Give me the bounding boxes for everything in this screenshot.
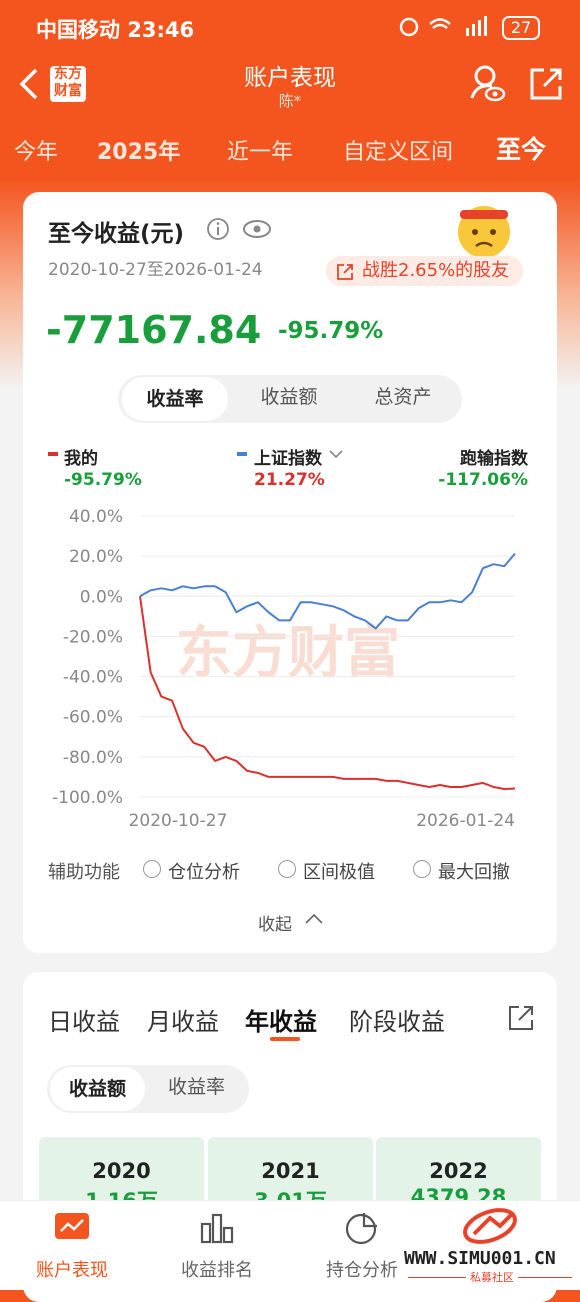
y-tick-label: -60.0%	[63, 708, 123, 728]
aux-option[interactable]: 仓位分析	[168, 862, 240, 883]
back-button[interactable]	[18, 68, 42, 100]
legend-value: 21.27%	[254, 470, 325, 490]
aux-label: 辅助功能	[48, 862, 120, 883]
yearly-tab[interactable]: 年收益	[245, 1008, 317, 1036]
legend-name[interactable]: 上证指数	[254, 449, 322, 469]
nav-item[interactable]: 收益排名	[181, 1260, 253, 1281]
logo-text: 财富	[54, 83, 82, 99]
toggle-option[interactable]: 收益额	[50, 1067, 145, 1111]
radio[interactable]	[278, 860, 296, 878]
card-title: 至今收益(元)	[48, 221, 185, 247]
year: 2022	[429, 1159, 488, 1183]
badge-icon	[337, 264, 353, 280]
metric-tab[interactable]: 总资产	[374, 386, 432, 408]
metric-tab[interactable]: 收益额	[260, 386, 318, 408]
period-tab[interactable]: 自定义区间	[343, 140, 454, 165]
dropdown-icon[interactable]	[328, 448, 344, 460]
watermark-site: WWW.SIMU001.CN	[404, 1248, 556, 1269]
nav-icon[interactable]	[54, 1212, 90, 1244]
yearly-tab[interactable]: 日收益	[48, 1008, 120, 1036]
y-tick-label: 20.0%	[69, 547, 123, 567]
period-tab[interactable]: 至今	[496, 135, 547, 164]
value-toggle: 收益额 收益率	[47, 1065, 249, 1113]
yearly-tab[interactable]: 阶段收益	[349, 1008, 445, 1036]
summary-card	[23, 192, 557, 953]
legend-name: 我的	[64, 449, 98, 469]
metric-switch: 收益率 收益额 总资产	[118, 375, 462, 423]
period-tab[interactable]: 今年	[14, 140, 59, 165]
period-tab[interactable]: 近一年	[227, 140, 294, 165]
year: 2021	[261, 1159, 320, 1183]
collapse-button[interactable]: 收起	[258, 915, 292, 935]
nav-icon[interactable]	[199, 1212, 235, 1244]
y-tick-label: -40.0%	[63, 668, 123, 688]
toggle-option[interactable]: 收益率	[167, 1076, 225, 1098]
yearly-tab[interactable]: 月收益	[147, 1008, 219, 1036]
page-subtitle: 陈*	[278, 92, 302, 110]
share-icon[interactable]	[528, 66, 564, 102]
radio[interactable]	[413, 860, 431, 878]
period-tab[interactable]: 2025年	[97, 140, 181, 165]
x-tick-label: 2020-10-27	[129, 811, 228, 831]
legend-swatch	[48, 452, 58, 456]
page-title: 账户表现	[244, 65, 336, 91]
collapse-icon[interactable]	[304, 912, 324, 926]
y-tick-label: -80.0%	[63, 748, 123, 768]
logo-text: 东方	[54, 66, 82, 82]
y-tick-label: 0.0%	[80, 587, 123, 607]
date-range: 2020-10-27至2026-01-24	[48, 260, 263, 280]
radio[interactable]	[143, 860, 161, 878]
y-tick-label: 40.0%	[69, 507, 123, 527]
legend-value: -95.79%	[64, 470, 142, 490]
export-icon[interactable]	[507, 1004, 535, 1032]
line-chart: 东方财富 -100.0% -80.0% -60.0% -40.0% -20.0% 0.0%…	[52, 507, 516, 831]
series-line	[139, 596, 516, 790]
status-icons	[399, 16, 487, 37]
x-tick-label: 2026-01-24	[416, 811, 515, 831]
aux-option[interactable]: 区间极值	[303, 862, 375, 883]
year: 2020	[92, 1159, 151, 1183]
badge[interactable]: 战胜2.65%的股友	[326, 256, 524, 286]
info-eye-icons[interactable]	[206, 216, 276, 242]
user-eye-icon[interactable]	[470, 64, 506, 104]
series-line	[139, 552, 516, 630]
comparison-name: 跑输指数	[460, 449, 528, 469]
watermark-logo	[463, 1208, 517, 1244]
watermark-caption: 私募社区	[466, 1269, 518, 1285]
logo: 东方 财富	[50, 66, 86, 102]
metric-tab[interactable]: 收益率	[122, 377, 228, 421]
status-carrier-time: 中国移动 23:46	[36, 18, 195, 42]
nav-item[interactable]: 持仓分析	[326, 1260, 398, 1281]
nav-icon[interactable]	[344, 1210, 380, 1246]
emoji-icon	[458, 206, 510, 258]
tab-indicator	[270, 1037, 300, 1041]
total-percent: -95.79%	[278, 318, 384, 344]
legend-swatch	[237, 452, 247, 456]
y-tick-label: -20.0%	[63, 627, 123, 647]
comparison-value: -117.06%	[438, 470, 528, 490]
y-tick-label: -100.0%	[52, 788, 123, 808]
battery: 27	[502, 16, 540, 40]
chart-watermark: 东方财富	[176, 621, 400, 686]
aux-option[interactable]: 最大回撤	[438, 862, 510, 883]
nav-item[interactable]: 账户表现	[36, 1260, 108, 1281]
total-amount: -77167.84	[46, 308, 262, 352]
